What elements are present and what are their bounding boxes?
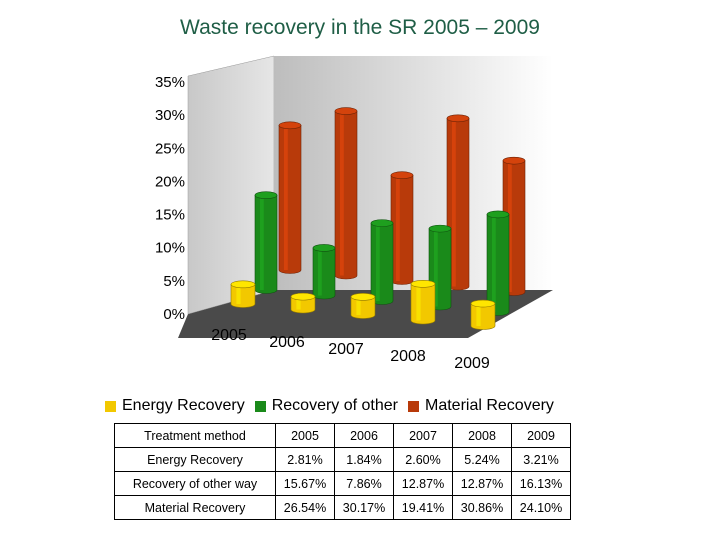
legend: Energy Recovery Recovery of other Materi… bbox=[105, 395, 564, 417]
y-tick-label: 25% bbox=[155, 140, 185, 157]
legend-swatch-other bbox=[254, 400, 266, 412]
table-row: Recovery of other way 15.67% 7.86% 12.87… bbox=[114, 471, 571, 496]
table-header-cell: 2007 bbox=[393, 423, 453, 448]
y-tick-label: 15% bbox=[155, 207, 185, 224]
y-tick-label: 35% bbox=[155, 74, 185, 91]
legend-swatch-material bbox=[408, 400, 419, 412]
bar-chart-3d: 35%30%25%20%15%10%5%0% 2005 2006 2007 2008 2… bbox=[155, 55, 553, 372]
table-cell: 19.41% bbox=[393, 495, 453, 520]
chart-title: Waste recovery in the SR 2005 – 2009 bbox=[180, 16, 540, 39]
legend-label-other: Recovery of other bbox=[271, 397, 398, 414]
table-header-cell: Treatment method bbox=[114, 423, 276, 448]
bar-energy bbox=[470, 299, 496, 330]
bar-material bbox=[334, 107, 358, 280]
y-tick-label: 0% bbox=[163, 306, 185, 323]
legend-swatch-energy bbox=[105, 400, 116, 412]
legend-item-other: Recovery of other bbox=[254, 397, 398, 415]
bar-recovery-other bbox=[312, 244, 336, 300]
x-tick-label: 2006 bbox=[269, 334, 305, 351]
table-cell: Material Recovery bbox=[114, 495, 276, 520]
table-cell: 1.84% bbox=[334, 447, 394, 472]
table-cell: 3.21% bbox=[511, 447, 571, 472]
y-tick-label: 5% bbox=[163, 273, 185, 290]
table-cell: 30.17% bbox=[334, 495, 394, 520]
bar-energy bbox=[230, 280, 256, 308]
table-cell: Energy Recovery bbox=[114, 447, 276, 472]
table-cell: 7.86% bbox=[334, 471, 394, 496]
table-cell: 15.67% bbox=[275, 471, 335, 496]
x-tick-label: 2007 bbox=[328, 341, 364, 358]
y-tick-label: 30% bbox=[155, 107, 185, 124]
table-cell: 16.13% bbox=[511, 471, 571, 496]
table-cell: 5.24% bbox=[452, 447, 512, 472]
table-header-cell: 2006 bbox=[334, 423, 394, 448]
x-axis-ticks: 2005 2006 2007 2008 2009 bbox=[211, 327, 490, 372]
table-cell: 2.60% bbox=[393, 447, 453, 472]
table-cell: 2.81% bbox=[275, 447, 335, 472]
bar-energy bbox=[410, 280, 436, 325]
table-cell: 30.86% bbox=[452, 495, 512, 520]
table-header-cell: 2009 bbox=[511, 423, 571, 448]
y-axis-ticks: 35% 30% 25% 20% 15% 10% 5% 0% bbox=[155, 74, 185, 323]
bar-recovery-other bbox=[254, 191, 278, 294]
data-table: Treatment method 2005 2006 2007 2008 200… bbox=[114, 423, 571, 520]
table-cell: 12.87% bbox=[393, 471, 453, 496]
bar-energy bbox=[350, 292, 376, 319]
table-header-row: Treatment method 2005 2006 2007 2008 200… bbox=[114, 423, 571, 448]
legend-item-energy: Energy Recovery bbox=[105, 397, 245, 415]
x-tick-label: 2008 bbox=[390, 348, 426, 365]
table-cell: 12.87% bbox=[452, 471, 512, 496]
table-cell: 24.10% bbox=[511, 495, 571, 520]
legend-label-material: Material Recovery bbox=[425, 397, 554, 414]
bar-material bbox=[446, 114, 470, 291]
legend-label-energy: Energy Recovery bbox=[122, 397, 245, 414]
table-cell: 26.54% bbox=[275, 495, 335, 520]
y-tick-label: 20% bbox=[155, 173, 185, 190]
table-row: Energy Recovery 2.81% 1.84% 2.60% 5.24% … bbox=[114, 447, 571, 472]
x-tick-label: 2005 bbox=[211, 327, 247, 344]
bar-recovery-other bbox=[486, 210, 510, 316]
table-header-cell: 2008 bbox=[452, 423, 512, 448]
bar-material bbox=[278, 121, 302, 274]
bar-energy bbox=[290, 292, 316, 314]
bar-recovery-other bbox=[370, 219, 394, 305]
x-tick-label: 2009 bbox=[454, 355, 490, 372]
y-tick-label: 10% bbox=[155, 240, 185, 257]
chart-bars bbox=[230, 107, 526, 330]
legend-item-material: Material Recovery bbox=[408, 397, 554, 415]
table-header-cell: 2005 bbox=[275, 423, 335, 448]
bar-material bbox=[390, 171, 414, 285]
table-cell: Recovery of other way bbox=[114, 471, 276, 496]
table-row: Material Recovery 26.54% 30.17% 19.41% 3… bbox=[114, 495, 571, 520]
